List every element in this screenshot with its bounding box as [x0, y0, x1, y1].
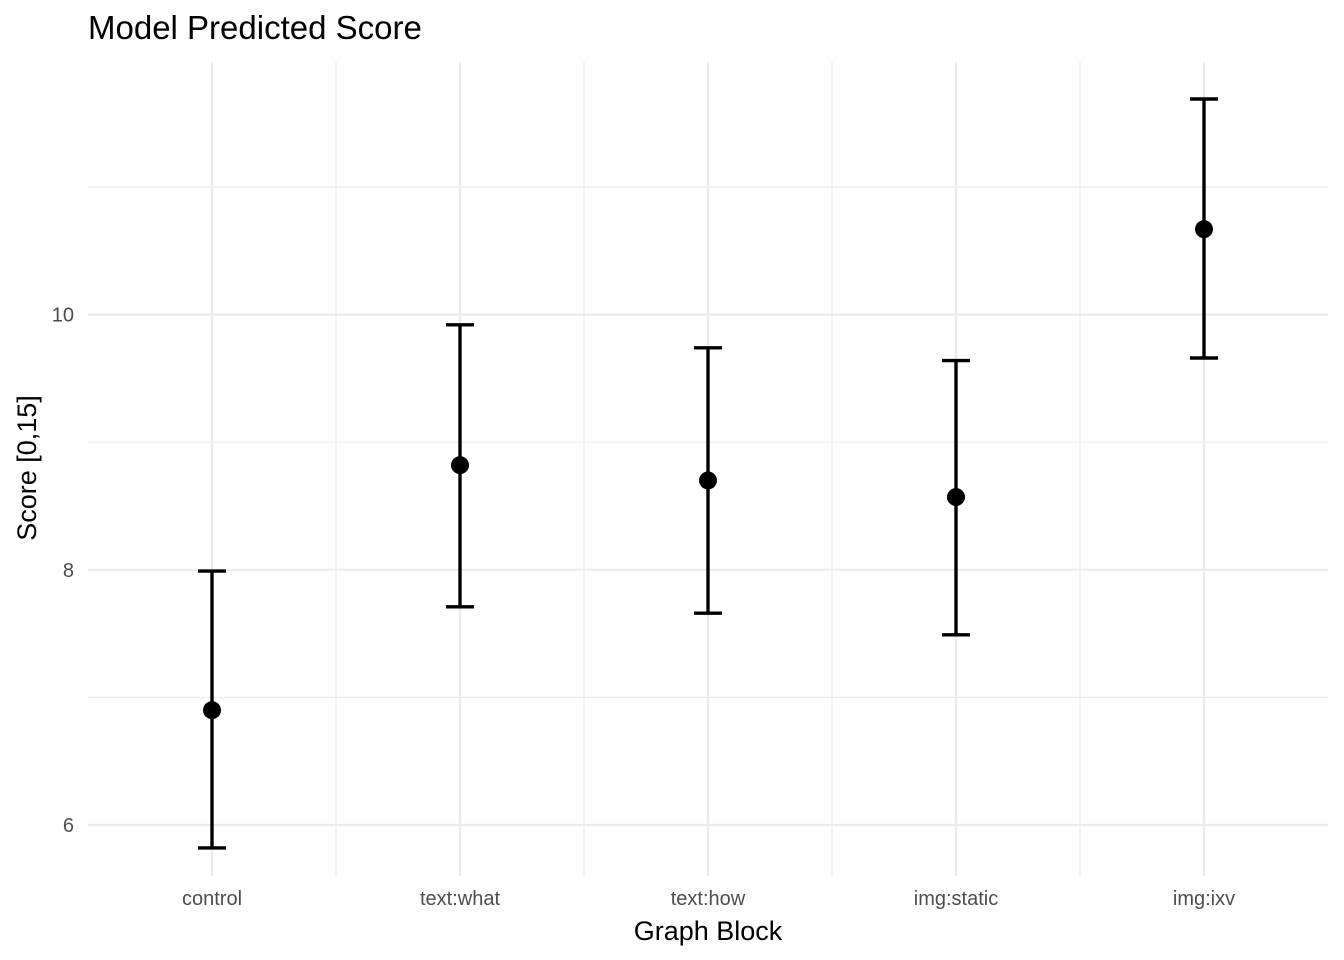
- y-tick-label: 6: [63, 815, 74, 837]
- estimate-point: [203, 701, 221, 720]
- errorbar-group: [942, 358, 970, 637]
- x-tick-label: img:ixv: [1173, 888, 1235, 910]
- estimate-point: [1195, 220, 1213, 239]
- errorbar-group: [446, 323, 474, 609]
- x-tick-label: text:how: [671, 888, 746, 910]
- x-tick-label: control: [182, 888, 242, 910]
- x-tick-label: text:what: [420, 888, 500, 910]
- data-marks: [198, 97, 1218, 850]
- errorbar-group: [198, 569, 226, 850]
- chart-title: Model Predicted Score: [88, 9, 422, 46]
- x-tick-label: img:static: [914, 888, 998, 910]
- x-tick-labels: control text:what text:how img:static img:ix…: [182, 888, 1235, 910]
- estimate-point: [699, 471, 717, 490]
- y-tick-labels: 6 8 10: [52, 305, 74, 837]
- errorbar-group: [1190, 97, 1218, 360]
- x-axis-title: Graph Block: [634, 916, 783, 946]
- errorbar-group: [694, 346, 722, 615]
- estimate-point: [947, 488, 965, 507]
- y-tick-label: 10: [52, 305, 74, 327]
- y-axis-title: Score [0,15]: [12, 395, 42, 541]
- estimate-point: [451, 456, 469, 475]
- y-tick-label: 8: [63, 560, 74, 582]
